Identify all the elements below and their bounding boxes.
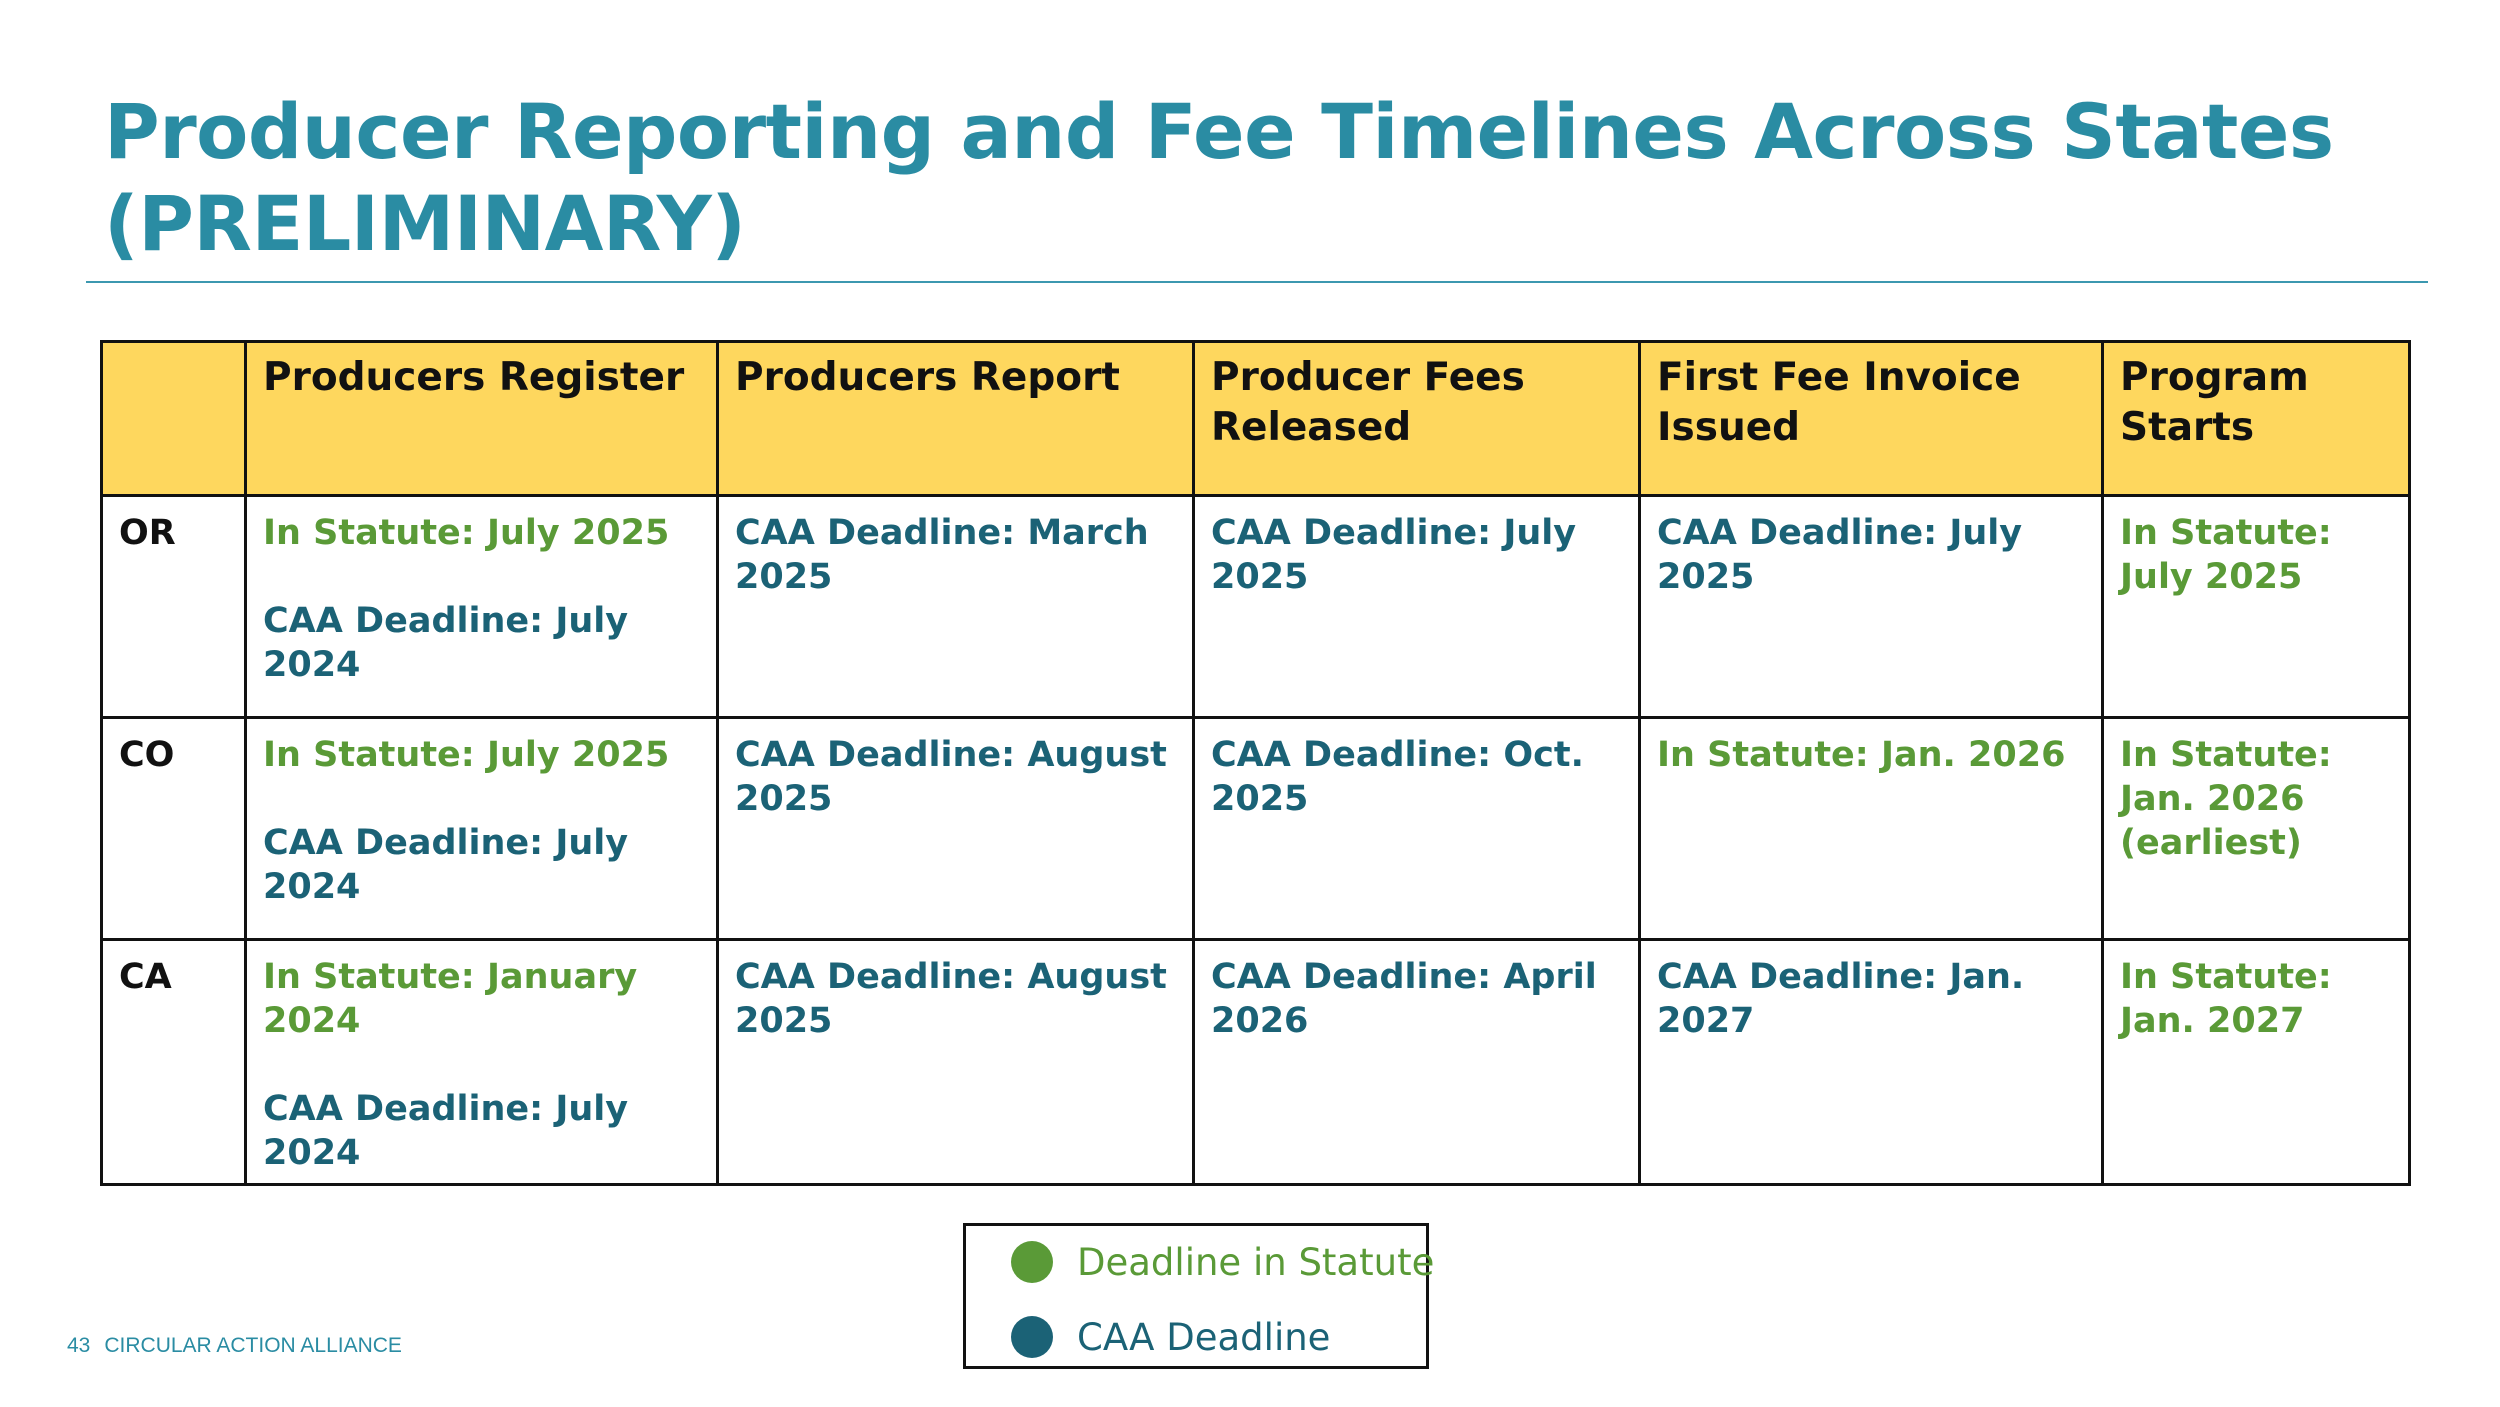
timeline-table: Producers Register Producers Report Prod… — [100, 340, 2411, 1186]
caa-entry: CAA Deadline: August 2025 — [735, 957, 1167, 1041]
legend-label-statute: Deadline in Statute — [1077, 1240, 1435, 1284]
statute-entry: In Statute: Jan. 2026 (earliest) — [2120, 735, 2332, 863]
cell-producers-register: In Statute: July 2025 CAA Deadline: July… — [244, 494, 719, 719]
caa-entry: CAA Deadline: July 2024 — [263, 1089, 629, 1173]
caa-entry: CAA Deadline: March 2025 — [735, 513, 1149, 597]
cell-first-fee-invoice: CAA Deadline: July 2025 — [1638, 494, 2104, 719]
header-first-fee-invoice: First Fee Invoice Issued — [1638, 340, 2104, 497]
slide-title: Producer Reporting and Fee Timelines Acr… — [104, 86, 2404, 270]
slide-footer: 43 CIRCULAR ACTION ALLIANCE — [67, 1334, 402, 1358]
cell-program-starts: In Statute: Jan. 2027 — [2101, 938, 2411, 1186]
statute-entry: In Statute: July 2025 — [263, 735, 670, 775]
cell-producers-report: CAA Deadline: March 2025 — [716, 494, 1195, 719]
caa-entry: CAA Deadline: July 2025 — [1211, 513, 1577, 597]
legend-item-statute: Deadline in Statute — [1011, 1240, 1434, 1284]
header-producers-register: Producers Register — [244, 340, 719, 497]
state-cell: OR — [100, 494, 247, 719]
page-number: 43 — [67, 1334, 91, 1357]
state-cell: CA — [100, 938, 247, 1186]
green-dot-icon — [1011, 1241, 1053, 1283]
table-row-co: CO In Statute: July 2025 CAA Deadline: J… — [100, 716, 2411, 941]
table-row-ca: CA In Statute: January 2024 CAA Deadline… — [100, 938, 2411, 1186]
cell-first-fee-invoice: In Statute: Jan. 2026 — [1638, 716, 2104, 941]
cell-program-starts: In Statute: July 2025 — [2101, 494, 2411, 719]
legend: Deadline in Statute CAA Deadline — [963, 1223, 1434, 1369]
cell-producer-fees-released: CAA Deadline: July 2025 — [1192, 494, 1641, 719]
organization-name: CIRCULAR ACTION ALLIANCE — [104, 1334, 402, 1357]
state-cell: CO — [100, 716, 247, 941]
caa-entry: CAA Deadline: Oct. 2025 — [1211, 735, 1584, 819]
statute-entry: In Statute: July 2025 — [2120, 513, 2332, 597]
table-body: OR In Statute: July 2025 CAA Deadline: J… — [100, 494, 2411, 1186]
cell-producers-register: In Statute: July 2025 CAA Deadline: July… — [244, 716, 719, 941]
header-state — [100, 340, 247, 497]
statute-entry: In Statute: Jan. 2027 — [2120, 957, 2332, 1041]
caa-entry: CAA Deadline: August 2025 — [735, 735, 1167, 819]
teal-dot-icon — [1011, 1316, 1053, 1358]
caa-entry: CAA Deadline: April 2026 — [1211, 957, 1597, 1041]
slide-title-line-1: Producer Reporting and Fee Timelines Acr… — [104, 87, 2334, 176]
cell-producers-report: CAA Deadline: August 2025 — [716, 938, 1195, 1186]
slide-title-line-2: (PRELIMINARY) — [104, 179, 746, 268]
statute-entry: In Statute: July 2025 — [263, 513, 670, 553]
cell-program-starts: In Statute: Jan. 2026 (earliest) — [2101, 716, 2411, 941]
legend-item-caa: CAA Deadline — [1011, 1315, 1330, 1359]
cell-producers-report: CAA Deadline: August 2025 — [716, 716, 1195, 941]
cell-first-fee-invoice: CAA Deadline: Jan. 2027 — [1638, 938, 2104, 1186]
title-divider — [86, 281, 2428, 283]
header-producer-fees-released: Producer Fees Released — [1192, 340, 1641, 497]
table-row-or: OR In Statute: July 2025 CAA Deadline: J… — [100, 494, 2411, 719]
caa-entry: CAA Deadline: July 2024 — [263, 601, 629, 685]
header-program-starts: Program Starts — [2101, 340, 2411, 497]
table-header: Producers Register Producers Report Prod… — [100, 340, 2411, 497]
caa-entry: CAA Deadline: July 2024 — [263, 823, 629, 907]
caa-entry: CAA Deadline: July 2025 — [1657, 513, 2023, 597]
statute-entry: In Statute: Jan. 2026 — [1657, 735, 2066, 775]
cell-producer-fees-released: CAA Deadline: Oct. 2025 — [1192, 716, 1641, 941]
caa-entry: CAA Deadline: Jan. 2027 — [1657, 957, 2025, 1041]
cell-producer-fees-released: CAA Deadline: April 2026 — [1192, 938, 1641, 1186]
header-row: Producers Register Producers Report Prod… — [100, 340, 2411, 497]
legend-label-caa: CAA Deadline — [1077, 1315, 1331, 1359]
header-producers-report: Producers Report — [716, 340, 1195, 497]
cell-producers-register: In Statute: January 2024 CAA Deadline: J… — [244, 938, 719, 1186]
statute-entry: In Statute: January 2024 — [263, 957, 638, 1041]
